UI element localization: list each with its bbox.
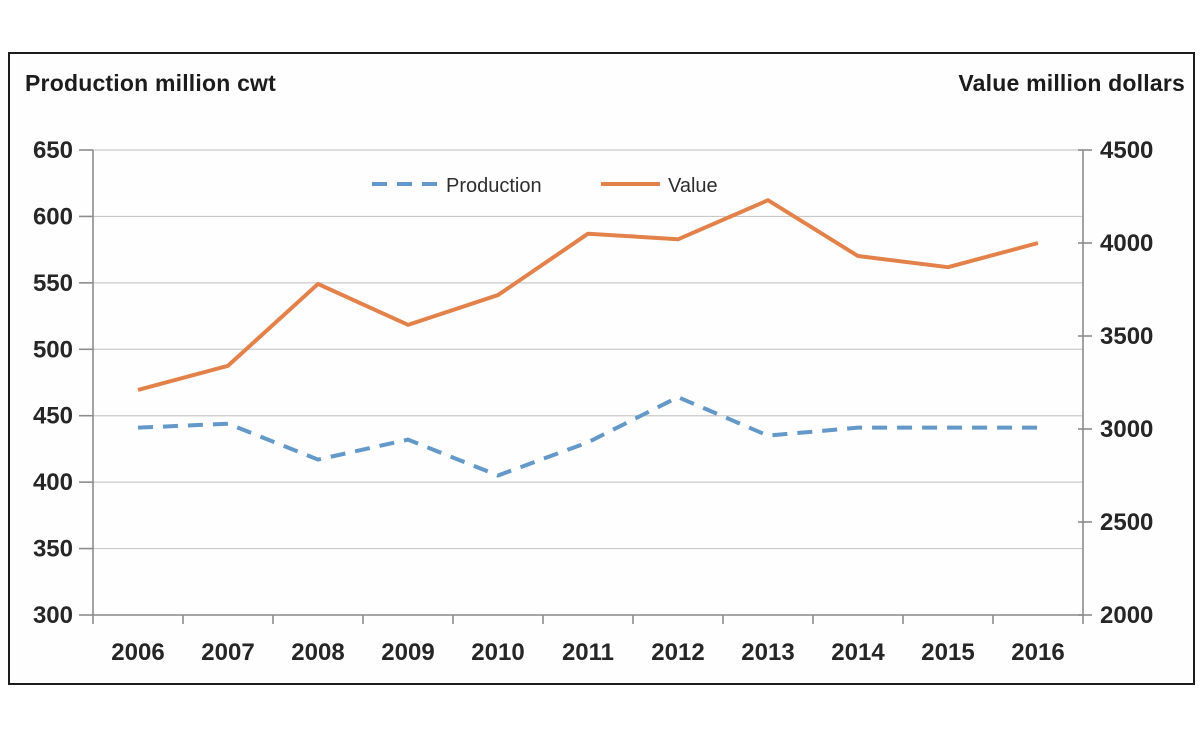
x-axis-tick-label: 2016 <box>1011 639 1064 666</box>
right-axis-tick-label: 4000 <box>1100 230 1153 257</box>
left-axis-tick-label: 500 <box>33 336 73 363</box>
x-axis-tick-label: 2012 <box>651 639 704 666</box>
right-axis-tick-label: 4500 <box>1100 137 1153 164</box>
x-axis-tick-label: 2006 <box>111 639 164 666</box>
x-axis-tick-label: 2015 <box>921 639 974 666</box>
left-axis-tick-label: 650 <box>33 137 73 164</box>
left-axis-tick-label: 550 <box>33 270 73 297</box>
left-axis-tick-label: 300 <box>33 602 73 629</box>
left-axis-tick-label: 450 <box>33 403 73 430</box>
right-axis-tick-label: 3000 <box>1100 416 1153 443</box>
legend-production-label: Production <box>446 175 542 197</box>
grid-layer <box>93 149 1083 616</box>
left-axis-title: Production million cwt <box>25 70 277 96</box>
label-layer: 650 600 550 500 450 400 350 300 4500 4000 3500 3000… <box>33 137 1153 666</box>
x-axis-tick-label: 2011 <box>562 639 614 666</box>
legend-value-label: Value <box>668 175 718 197</box>
left-axis-tick-label: 350 <box>33 536 73 563</box>
right-axis-title: Value million dollars <box>958 70 1185 96</box>
x-axis-tick-label: 2008 <box>291 639 344 666</box>
value-line <box>137 198 1039 392</box>
chart-frame <box>8 52 1195 685</box>
legend: Production Value <box>372 175 718 197</box>
left-axis-tick-label: 400 <box>33 469 73 496</box>
right-axis-tick-label: 3500 <box>1100 323 1153 350</box>
x-axis-tick-label: 2014 <box>831 639 885 666</box>
production-line <box>137 395 1038 478</box>
x-axis-tick-label: 2009 <box>381 639 434 666</box>
x-axis-tick-label: 2007 <box>201 639 254 666</box>
left-axis-tick-label: 600 <box>33 203 73 230</box>
right-axis-tick-label: 2000 <box>1100 602 1153 629</box>
x-axis-tick-label: 2013 <box>741 639 794 666</box>
x-axis-tick-label: 2010 <box>471 639 524 666</box>
axis-layer <box>79 149 1092 624</box>
right-axis-tick-label: 2500 <box>1100 509 1153 536</box>
series-layer <box>137 198 1039 478</box>
